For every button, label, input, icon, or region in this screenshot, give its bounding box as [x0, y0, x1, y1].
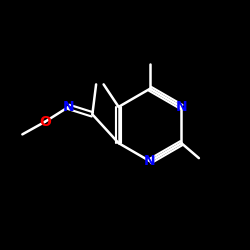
Text: N: N [63, 100, 74, 114]
Text: N: N [176, 100, 187, 114]
Text: N: N [144, 154, 156, 168]
Text: O: O [39, 115, 51, 129]
